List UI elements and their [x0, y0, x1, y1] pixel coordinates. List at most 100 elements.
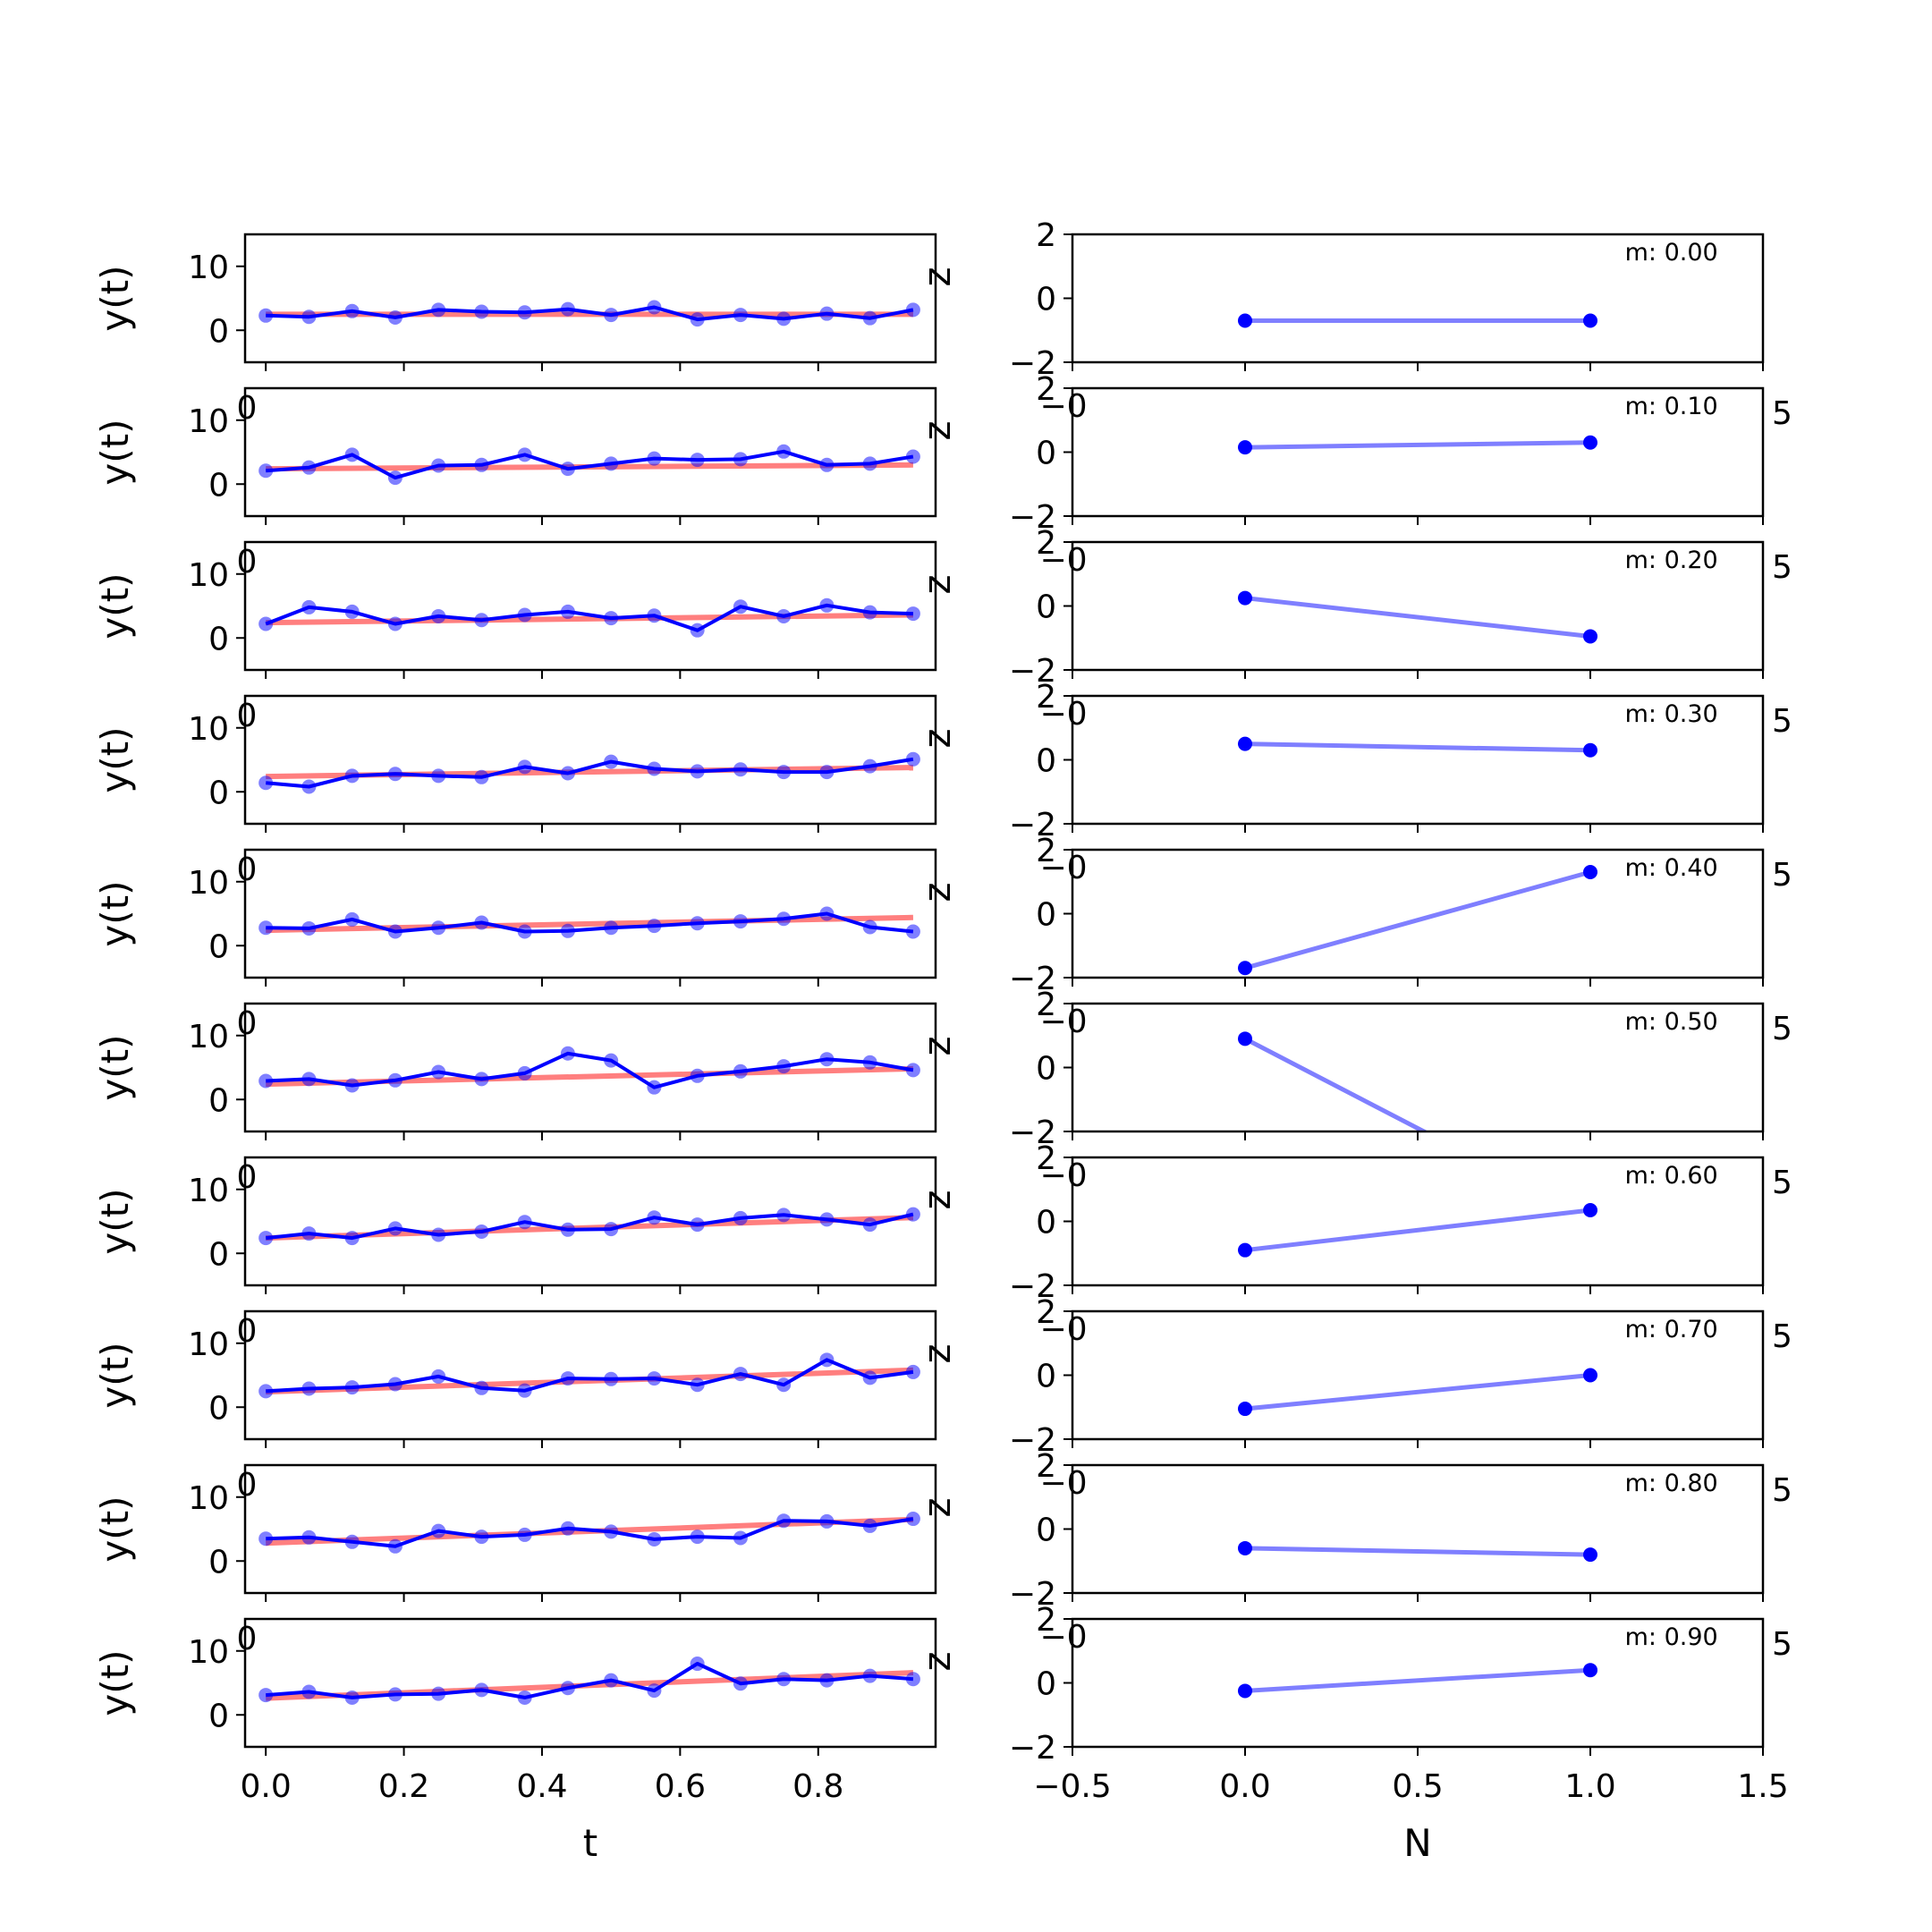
y-tick-label: −2 [1009, 653, 1056, 690]
series-point [1238, 313, 1252, 328]
series-line [1244, 1546, 1591, 1557]
overlapped-tick-label: −0 [1039, 1619, 1087, 1656]
y-tick-label: 10 [188, 1634, 229, 1671]
series-point [1583, 865, 1597, 880]
series-line [1244, 741, 1591, 753]
series-point [1583, 313, 1597, 328]
left-x-axis-title: t [583, 1821, 597, 1865]
y-tick-label: 10 [188, 557, 229, 594]
fit-line [266, 612, 913, 626]
fit-line [266, 1065, 913, 1088]
overlapped-tick-label: −0 [1039, 1311, 1087, 1348]
overlapped-tick-label: 5 [1772, 1165, 1792, 1201]
axes-frame [1071, 1309, 1765, 1441]
axes-frame [1071, 1463, 1765, 1595]
right-x-tick-label: 0.0 [1219, 1768, 1270, 1805]
overlapped-tick-label: 0 [237, 1621, 258, 1657]
data-point [905, 449, 920, 464]
overlapped-tick-label: 5 [1772, 1626, 1792, 1663]
right-panel-9: m: 0.90 −2 0 2−0 5 [1009, 1602, 1792, 1767]
y-axis-title: y(t) [93, 572, 137, 639]
y-tick-label: 2 [1036, 371, 1056, 408]
data-line [265, 603, 913, 632]
overlapped-z-label: z [915, 1343, 959, 1363]
y-tick-label: 0 [1036, 1513, 1056, 1549]
axes-frame [243, 1309, 937, 1441]
fit-line [266, 914, 913, 934]
y-tick-label: −2 [1009, 807, 1056, 843]
y-tick-label: 2 [1036, 987, 1056, 1023]
overlapped-z-label: z [915, 267, 959, 286]
y-tick-label: 0 [208, 1082, 229, 1119]
data-line [266, 1051, 914, 1089]
overlapped-tick-label: −0 [1039, 850, 1087, 886]
y-axis-title: y(t) [93, 1496, 137, 1562]
series-line [1244, 440, 1591, 450]
overlapped-z-label: z [915, 1497, 959, 1517]
y-tick-label: 0 [208, 775, 229, 811]
left-x-tick-label: 0.0 [241, 1768, 292, 1805]
data-point [258, 1688, 274, 1703]
overlapped-z-label: z [915, 1036, 959, 1055]
y-axis-title: y(t) [93, 265, 137, 331]
series-point [1583, 629, 1597, 644]
left-x-tick-label: 0.2 [378, 1768, 429, 1805]
y-tick-label: 0 [208, 1544, 229, 1580]
slope-annotation: m: 0.90 [1625, 1623, 1718, 1651]
axes-frame [243, 386, 937, 518]
axes-frame [1071, 233, 1765, 364]
series-line [1244, 1667, 1591, 1693]
overlapped-tick-label: −0 [1039, 1465, 1087, 1502]
y-tick-label: 0 [208, 1698, 229, 1734]
y-tick-label: −2 [1009, 1268, 1056, 1305]
right-panel-8: m: 0.80 −2 0 2−0 5 [1009, 1448, 1792, 1613]
y-tick-label: 0 [1036, 1666, 1056, 1703]
y-tick-label: 0 [1036, 897, 1056, 934]
left-x-tick-label: 0.8 [792, 1768, 843, 1805]
series-point [1238, 736, 1252, 751]
series-point [1583, 742, 1597, 758]
overlapped-tick-label: −0 [1039, 696, 1087, 733]
series-line [1244, 1208, 1591, 1253]
overlapped-tick-label: −0 [1039, 542, 1087, 579]
y-tick-label: 10 [188, 250, 229, 286]
y-axis-title: y(t) [93, 1188, 137, 1254]
axes-frame [1071, 848, 1765, 979]
data-point [258, 1231, 274, 1246]
left-panel-0: 0 10 y(t) z [93, 233, 959, 371]
right-panel-6: m: 0.60 −2 0 2−0 5 [1009, 1140, 1792, 1305]
data-line [266, 305, 914, 322]
left-x-tick-label: 0.4 [516, 1768, 567, 1805]
overlapped-tick-label: 5 [1772, 1011, 1792, 1047]
y-axis-title: y(t) [93, 419, 137, 485]
series-point [1238, 590, 1252, 606]
overlapped-tick-label: 0 [237, 390, 258, 427]
overlapped-z-label: z [915, 420, 959, 440]
data-point [905, 606, 920, 622]
right-panel-3: m: 0.30 −2 0 2−0 5 [1009, 679, 1792, 843]
axes-frame [1071, 1002, 1765, 1133]
slope-annotation: m: 0.40 [1625, 854, 1718, 882]
axes-frame [243, 540, 937, 672]
data-line [266, 1358, 914, 1394]
y-tick-label: 2 [1036, 1448, 1056, 1485]
data-point [258, 616, 274, 631]
y-tick-label: −2 [1009, 1114, 1056, 1151]
series-point [1583, 1368, 1597, 1383]
overlapped-tick-label: 5 [1772, 1318, 1792, 1355]
overlapped-tick-label: 0 [237, 1159, 258, 1196]
data-point [258, 775, 274, 791]
axes-frame [243, 1617, 937, 1749]
axes-frame [243, 1463, 937, 1595]
slope-annotation: m: 0.50 [1625, 1008, 1718, 1036]
series-point [1583, 1202, 1597, 1217]
overlapped-tick-label: 5 [1772, 857, 1792, 894]
right-x-tick-label: −0.5 [1033, 1768, 1111, 1805]
overlapped-z-label: z [915, 1190, 959, 1209]
slope-annotation: m: 0.10 [1625, 393, 1718, 420]
y-tick-label: 10 [188, 711, 229, 748]
